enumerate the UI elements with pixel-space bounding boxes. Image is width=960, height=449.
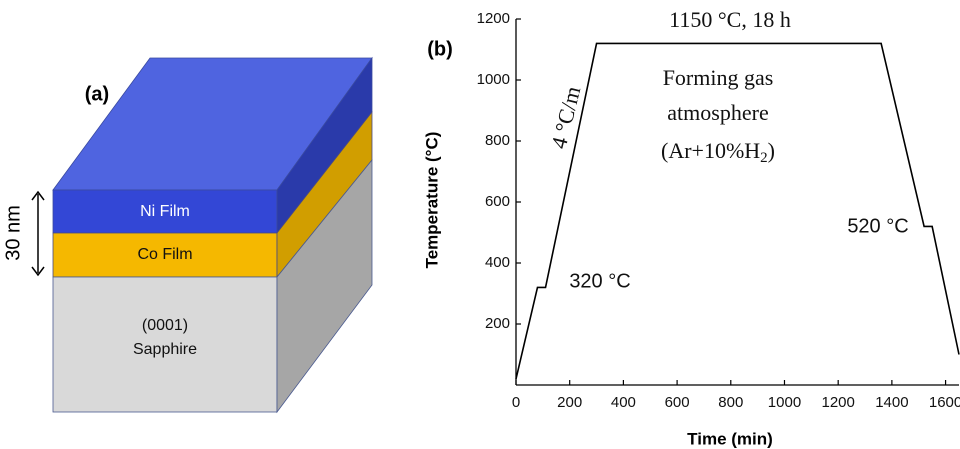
y-axis-label: Temperature (°C) [422, 132, 441, 269]
x-tick-label: 600 [665, 394, 690, 411]
x-tick-label: 200 [557, 394, 582, 411]
x-tick-label: 1000 [768, 394, 801, 411]
x-tick-label: 1600 [929, 394, 960, 411]
layer-label: Co Film [137, 246, 192, 263]
thickness-label: 30 nm [2, 205, 24, 261]
annotation: 4 °C/m [546, 84, 586, 151]
x-tick-label: 1200 [821, 394, 854, 411]
y-tick-label: 400 [485, 254, 510, 271]
formula-subscript: 2 [760, 150, 768, 166]
x-tick-label: 400 [611, 394, 636, 411]
y-tick-label: 1200 [477, 10, 510, 27]
substrate-label: Sapphire [133, 341, 197, 358]
y-tick-label: 1000 [477, 71, 510, 88]
formula-part: ) [768, 138, 775, 163]
formula-part: (Ar+10%H [661, 138, 760, 163]
x-tick-label: 0 [512, 394, 520, 411]
x-axis-label: Time (min) [687, 429, 773, 448]
layer-stack [32, 58, 372, 412]
panel-label: (b) [427, 38, 453, 60]
annotation: 1150 °C, 18 h [669, 7, 791, 32]
substrate-label: (0001) [142, 317, 188, 334]
annotation: atmosphere [667, 100, 768, 125]
x-tick-label: 800 [718, 394, 743, 411]
annotation: 520 °C [847, 215, 908, 237]
annotation: Forming gas [663, 65, 774, 90]
layer-label: Ni Film [140, 203, 190, 220]
x-tick-label: 1400 [875, 394, 908, 411]
annotation: 320 °C [569, 270, 630, 292]
y-tick-label: 200 [485, 315, 510, 332]
y-tick-label: 800 [485, 132, 510, 149]
figure: (a) Ni Film Co Film (0001) Sapphire 30 n… [0, 0, 960, 449]
annotation: (Ar+10%H2) [661, 138, 775, 166]
panel-label: (a) [85, 83, 109, 105]
y-tick-label: 600 [485, 193, 510, 210]
